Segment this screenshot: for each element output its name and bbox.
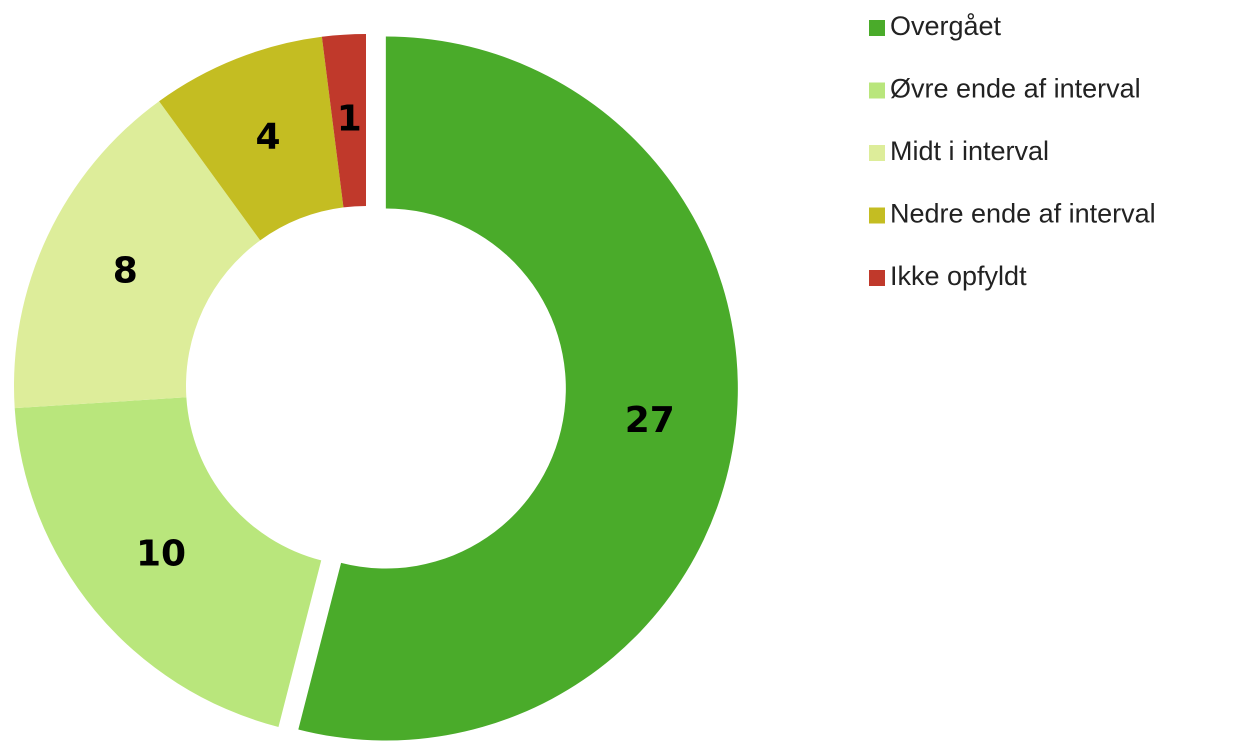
legend-swatch bbox=[869, 145, 885, 161]
donut-slice bbox=[321, 34, 366, 208]
data-label: 1 bbox=[337, 99, 362, 140]
data-label: 27 bbox=[625, 400, 675, 441]
legend-swatch bbox=[869, 270, 885, 286]
legend-swatch bbox=[869, 207, 885, 224]
legend-label: Midt i interval bbox=[890, 136, 1049, 166]
legend-label: Overgået bbox=[890, 11, 1002, 41]
legend-label: Øvre ende af interval bbox=[890, 74, 1141, 104]
data-label: 8 bbox=[113, 251, 138, 292]
donut-slice bbox=[14, 397, 322, 727]
donut-slice bbox=[298, 36, 738, 741]
legend-swatch bbox=[869, 20, 885, 36]
legend-label: Nedre ende af interval bbox=[890, 199, 1156, 229]
data-label: 4 bbox=[256, 117, 281, 158]
legend-swatch bbox=[869, 82, 885, 99]
donut-slice bbox=[159, 36, 344, 241]
donut-slice bbox=[13, 101, 261, 409]
data-label: 10 bbox=[136, 534, 186, 575]
legend-label: Ikke opfyldt bbox=[890, 261, 1027, 291]
